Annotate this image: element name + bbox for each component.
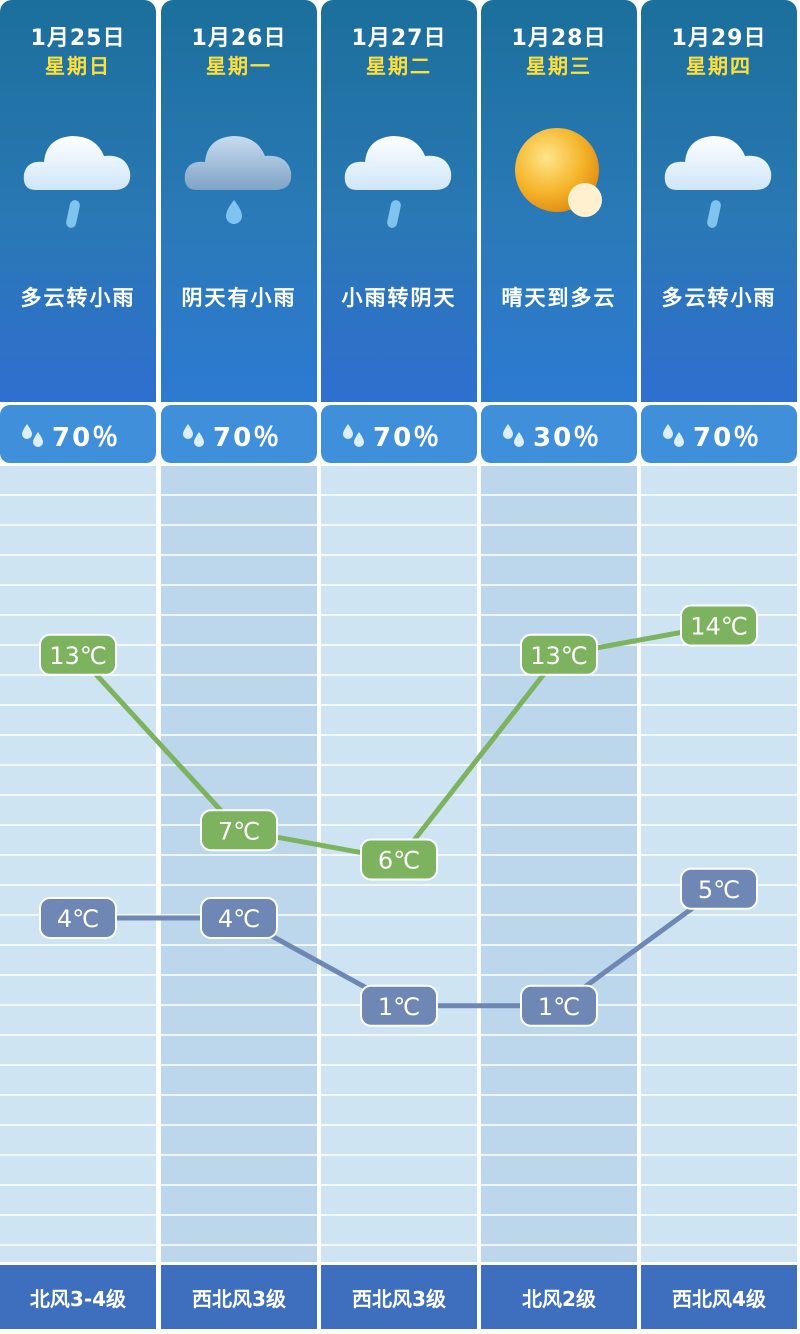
sun-icon <box>515 128 602 217</box>
weekday-label: 星期四 <box>686 54 752 78</box>
chart-column-bg <box>0 466 156 1262</box>
day-column: 1月27日 星期二 小雨转阴天 70％ 西北风3级 <box>321 0 477 1334</box>
chart-column-bg <box>321 466 477 1262</box>
day-column: 1月25日 星期日 多云转小雨 70％ 北风3-4级 <box>0 0 156 1334</box>
wind-label: 西北风3级 <box>321 1265 477 1329</box>
precipitation-value: 30％ <box>533 423 602 453</box>
condition-label: 晴天到多云 <box>501 286 617 310</box>
raindrops-icon <box>183 424 204 447</box>
cloud-rain-icon <box>344 136 452 228</box>
wind-label: 西北风3级 <box>161 1265 317 1329</box>
condition-label: 多云转小雨 <box>661 286 777 310</box>
date-label: 1月28日 <box>511 26 607 51</box>
chart-column-bg <box>161 466 317 1262</box>
precipitation-value: 70％ <box>373 423 442 453</box>
precipitation-value: 70％ <box>213 423 282 453</box>
day-header: 1月25日 星期日 多云转小雨 <box>0 0 156 402</box>
weekday-label: 星期日 <box>45 54 111 78</box>
overcast-rain-icon <box>184 136 292 224</box>
weekday-label: 星期三 <box>526 54 592 78</box>
raindrops-icon <box>503 424 524 447</box>
weekday-label: 星期一 <box>206 54 272 78</box>
chart-column-bg <box>481 466 637 1262</box>
day-column: 1月29日 星期四 多云转小雨 70％ 西北风4级 <box>641 0 797 1334</box>
day-column: 1月28日 星期三 晴天到多云 30％ 北风2级 <box>481 0 637 1334</box>
cloud-rain-icon <box>664 136 772 228</box>
precipitation-badge: 70％ <box>641 405 797 463</box>
wind-label: 北风2级 <box>481 1265 637 1329</box>
wind-label: 西北风4级 <box>641 1265 797 1329</box>
date-label: 1月27日 <box>351 26 447 51</box>
date-label: 1月26日 <box>191 26 287 51</box>
weekday-label: 星期二 <box>366 54 432 78</box>
precipitation-badge: 30％ <box>481 405 637 463</box>
date-label: 1月29日 <box>671 26 767 51</box>
raindrops-icon <box>22 424 43 447</box>
day-header: 1月28日 星期三 晴天到多云 <box>481 0 637 402</box>
precipitation-badge: 70％ <box>0 405 156 463</box>
wind-label: 北风3-4级 <box>0 1265 156 1329</box>
condition-label: 阴天有小雨 <box>181 286 297 310</box>
condition-label: 多云转小雨 <box>20 286 136 310</box>
precipitation-badge: 70％ <box>161 405 317 463</box>
day-header: 1月27日 星期二 小雨转阴天 <box>321 0 477 402</box>
date-label: 1月25日 <box>30 26 126 51</box>
precipitation-value: 70％ <box>693 423 762 453</box>
day-header: 1月29日 星期四 多云转小雨 <box>641 0 797 402</box>
raindrops-icon <box>343 424 364 447</box>
precipitation-value: 70％ <box>52 423 121 453</box>
day-header: 1月26日 星期一 阴天有小雨 <box>161 0 317 402</box>
cloud-rain-icon <box>23 136 131 228</box>
day-column: 1月26日 星期一 阴天有小雨 70％ 西北风3级 <box>161 0 317 1334</box>
raindrops-icon <box>663 424 684 447</box>
condition-label: 小雨转阴天 <box>341 286 457 310</box>
precipitation-badge: 70％ <box>321 405 477 463</box>
chart-column-bg <box>641 466 797 1262</box>
